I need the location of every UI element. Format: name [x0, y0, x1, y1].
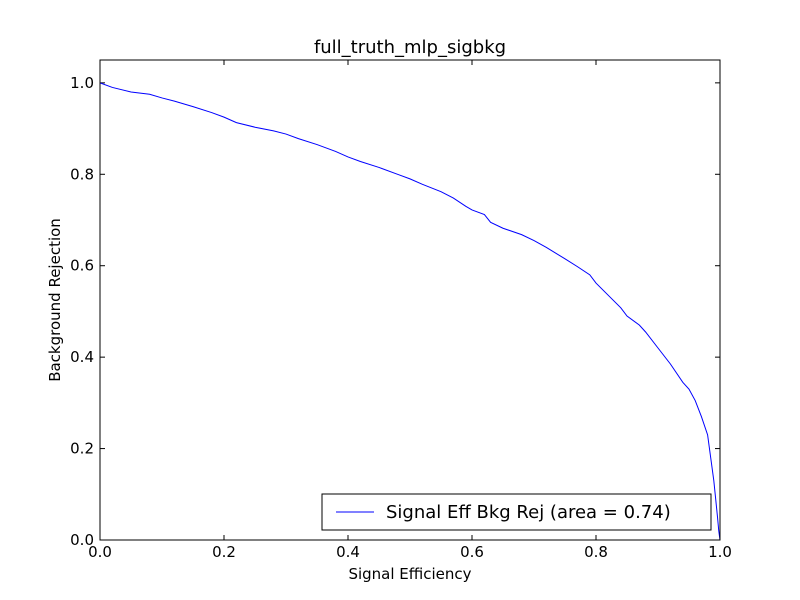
y-tick-label: 0.2: [70, 440, 94, 458]
y-tick-label: 0.0: [70, 531, 94, 549]
y-axis-ticks: 0.0 0.2 0.4 0.6 0.8 1.0: [70, 74, 720, 549]
y-tick-label: 0.8: [70, 165, 94, 183]
legend-entry-label: Signal Eff Bkg Rej (area = 0.74): [386, 502, 671, 523]
x-axis-label: Signal Efficiency: [348, 565, 471, 583]
x-tick-label: 0.2: [212, 543, 236, 561]
y-axis-label: Background Rejection: [46, 218, 64, 382]
y-tick-label: 0.4: [70, 348, 94, 366]
legend-box: [321, 493, 712, 531]
x-tick-label: 0.8: [584, 543, 608, 561]
roc-curve-line: [99, 82, 721, 541]
x-tick-label: 0.0: [88, 543, 112, 561]
y-tick-label: 1.0: [70, 74, 94, 92]
x-tick-label: 0.4: [336, 543, 360, 561]
legend: Signal Eff Bkg Rej (area = 0.74): [321, 493, 712, 531]
x-tick-label: 1.0: [708, 543, 732, 561]
y-tick-label: 0.6: [70, 257, 94, 275]
chart-title: full_truth_mlp_sigbkg: [314, 37, 506, 58]
x-tick-label: 0.6: [460, 543, 484, 561]
plot-frame: [99, 59, 721, 541]
